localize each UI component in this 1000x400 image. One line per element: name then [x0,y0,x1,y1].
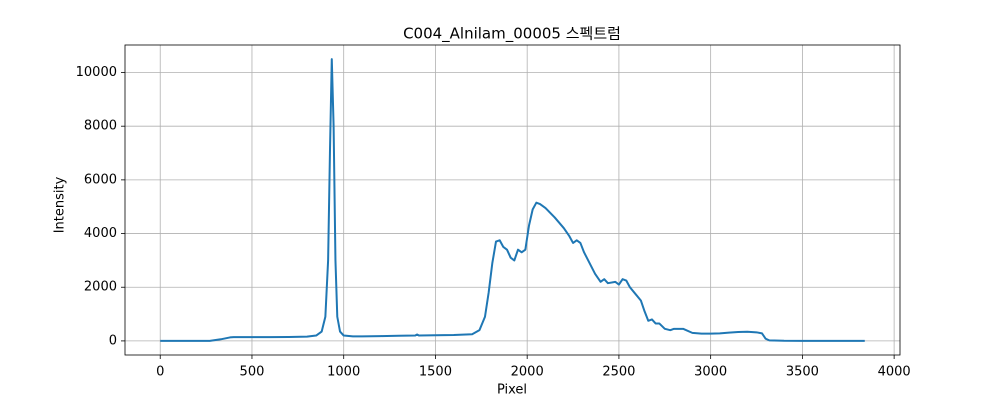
x-tick-label: 1000 [327,365,360,380]
y-tick-label: 6000 [84,172,117,187]
y-tick-label: 10000 [76,65,117,80]
x-tick-label: 0 [156,365,164,380]
x-tick-label: 500 [240,365,265,380]
y-axis-label: Intensity [53,176,68,233]
y-tick-label: 0 [109,333,117,348]
y-tick-label: 4000 [84,226,117,241]
data-line [160,58,865,342]
x-tick-label: 4000 [878,365,911,380]
x-tick-label: 3000 [694,365,727,380]
x-axis-label: Pixel [497,383,527,398]
x-tick-label: 3500 [786,365,819,380]
x-tick-label: 2500 [602,365,635,380]
chart-title: C004_Alnilam_00005 스펙트럼 [403,25,621,44]
x-tick-label: 1500 [419,365,452,380]
y-tick-label: 8000 [84,119,117,134]
y-tick-label: 2000 [84,280,117,295]
x-tick-label: 2000 [511,365,544,380]
plot-frame [124,44,901,356]
